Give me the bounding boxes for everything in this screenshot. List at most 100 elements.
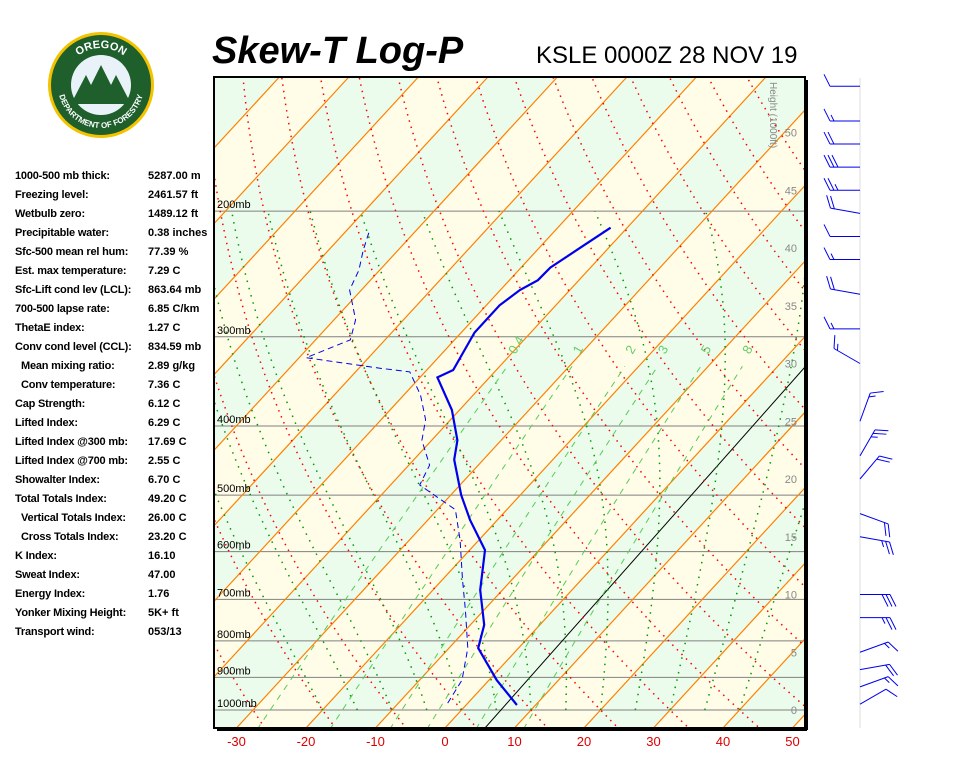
isotherm-line xyxy=(214,77,419,301)
pressure-label: 1000mb xyxy=(217,698,257,710)
wind-barb-flag xyxy=(823,108,831,122)
wind-barb xyxy=(823,74,860,87)
stat-row: Conv temperature: 7.36 C xyxy=(15,377,215,396)
isotherm-line xyxy=(652,562,805,728)
mixing-ratio-line xyxy=(257,366,508,728)
pressure-label: 400mb xyxy=(217,414,251,426)
stat-label: Sweat Index: xyxy=(15,569,80,581)
stat-label: 1000-500 mb thick: xyxy=(15,170,110,182)
stat-row: Transport wind: 053/13 xyxy=(15,624,215,643)
x-tick-label: -10 xyxy=(366,734,385,749)
isotherm-line xyxy=(235,109,805,728)
wind-barb xyxy=(859,513,891,538)
stat-value: 1.27 C xyxy=(148,322,181,334)
isotherm-line xyxy=(214,77,349,225)
wind-barb-flag xyxy=(887,641,899,652)
stat-row: Sfc-Lift cond lev (LCL): 863.64 mb xyxy=(15,282,215,301)
height-tick-label: 45 xyxy=(785,185,797,197)
x-tick-label: 10 xyxy=(507,734,521,749)
stat-label: Est. max temperature: xyxy=(15,265,127,277)
x-tick-label: 0 xyxy=(441,734,448,749)
stat-row: Energy Index: 1.76 xyxy=(15,586,215,605)
dewpoint-profile xyxy=(304,230,469,704)
stat-value: 26.00 C xyxy=(148,512,187,524)
wind-barb-flag xyxy=(831,154,839,168)
wind-barb xyxy=(823,224,860,237)
wind-barb-flag xyxy=(823,74,831,87)
wind-barb-flag xyxy=(830,195,835,209)
wind-barb-staff xyxy=(859,513,889,525)
stat-label: Cross Totals Index: xyxy=(21,531,119,543)
wind-barb-flag xyxy=(883,522,887,536)
wind-barb xyxy=(859,429,889,457)
stat-row: K Index: 16.10 xyxy=(15,548,215,567)
wind-barb-flag xyxy=(887,676,899,687)
wind-barb xyxy=(823,154,860,168)
stat-row: Conv cond level (CCL): 834.59 mb xyxy=(15,339,215,358)
wind-barb-flag xyxy=(830,253,835,260)
wind-barb-flag xyxy=(881,540,885,548)
stat-label: Sfc-Lift cond lev (LCL): xyxy=(15,284,132,296)
stat-row: Wetbulb zero: 1489.12 ft xyxy=(15,206,215,225)
stat-value: 1489.12 ft xyxy=(148,208,199,220)
stat-label: Cap Strength: xyxy=(15,398,86,410)
wind-barb-staff xyxy=(830,288,861,295)
wind-barb-staff xyxy=(859,536,890,543)
isotherm-line xyxy=(513,411,805,728)
temperature-profile xyxy=(435,226,612,706)
height-tick-label: 15 xyxy=(785,532,797,544)
wind-barb-flag xyxy=(885,617,893,630)
dry-adiabat xyxy=(45,78,202,740)
stat-value: 77.39 % xyxy=(148,246,189,258)
isotherm-line xyxy=(0,78,140,740)
wind-barb-flag xyxy=(830,276,835,290)
stat-label: Lifted Index: xyxy=(15,417,78,429)
stat-value: 2.55 C xyxy=(148,455,181,467)
stat-row: Mean mixing ratio: 2.89 g/kg xyxy=(15,358,215,377)
wind-barb-flag xyxy=(868,395,876,398)
isotherm-line xyxy=(444,335,805,728)
stat-label: Conv cond level (CCL): xyxy=(15,341,132,353)
stat-value: 2.89 g/kg xyxy=(148,360,196,372)
moist-adiabat xyxy=(267,210,463,711)
svg-text:OREGON: OREGON xyxy=(73,39,128,58)
dry-adiabat xyxy=(242,77,549,728)
wind-barb xyxy=(826,195,861,214)
mixing-ratio-line xyxy=(476,366,702,728)
stat-label: ThetaE index: xyxy=(15,322,85,334)
isotherm-band xyxy=(214,77,805,728)
isotherm-line xyxy=(214,77,697,603)
stat-row: Showalter Index: 6.70 C xyxy=(15,472,215,491)
wind-barb-flag xyxy=(874,429,889,432)
stat-label: Yonker Mixing Height: xyxy=(15,607,127,619)
stat-label: Sfc-500 mean rel hum: xyxy=(15,246,129,258)
wind-barb xyxy=(859,536,894,555)
stat-row: Total Totals Index: 49.20 C xyxy=(15,491,215,510)
wind-barb-flag xyxy=(885,541,890,555)
pressure-label: 700mb xyxy=(217,587,251,599)
height-tick-label: 0 xyxy=(791,705,797,717)
wind-barb-flag xyxy=(827,178,835,191)
wind-barb-flag xyxy=(885,594,893,607)
stat-label: Showalter Index: xyxy=(15,474,100,486)
stat-value: 0.38 inches xyxy=(148,227,208,239)
height-axis-label: Height (1000ft) xyxy=(767,82,778,148)
stat-label: Freezing level: xyxy=(15,189,89,201)
reference-line xyxy=(484,366,805,728)
stat-value: 17.69 C xyxy=(148,436,187,448)
wind-barb-flag xyxy=(889,594,897,607)
wind-barb-staff xyxy=(859,392,871,422)
stat-value: 834.59 mb xyxy=(148,341,202,353)
stat-row: Lifted Index: 6.29 C xyxy=(15,415,215,434)
stat-row: 700-500 lapse rate: 6.85 C/km xyxy=(15,301,215,320)
mixing-ratio-line xyxy=(389,366,626,728)
stat-row: Cross Totals Index: 23.20 C xyxy=(15,529,215,548)
stat-value: 6.70 C xyxy=(148,474,181,486)
height-tick-label: 40 xyxy=(785,243,797,255)
wind-barb xyxy=(823,108,860,122)
stat-value: 2461.57 ft xyxy=(148,189,199,201)
height-tick-label: 10 xyxy=(785,590,797,602)
stat-row: Vertical Totals Index: 26.00 C xyxy=(15,510,215,529)
pressure-label: 800mb xyxy=(217,629,251,641)
